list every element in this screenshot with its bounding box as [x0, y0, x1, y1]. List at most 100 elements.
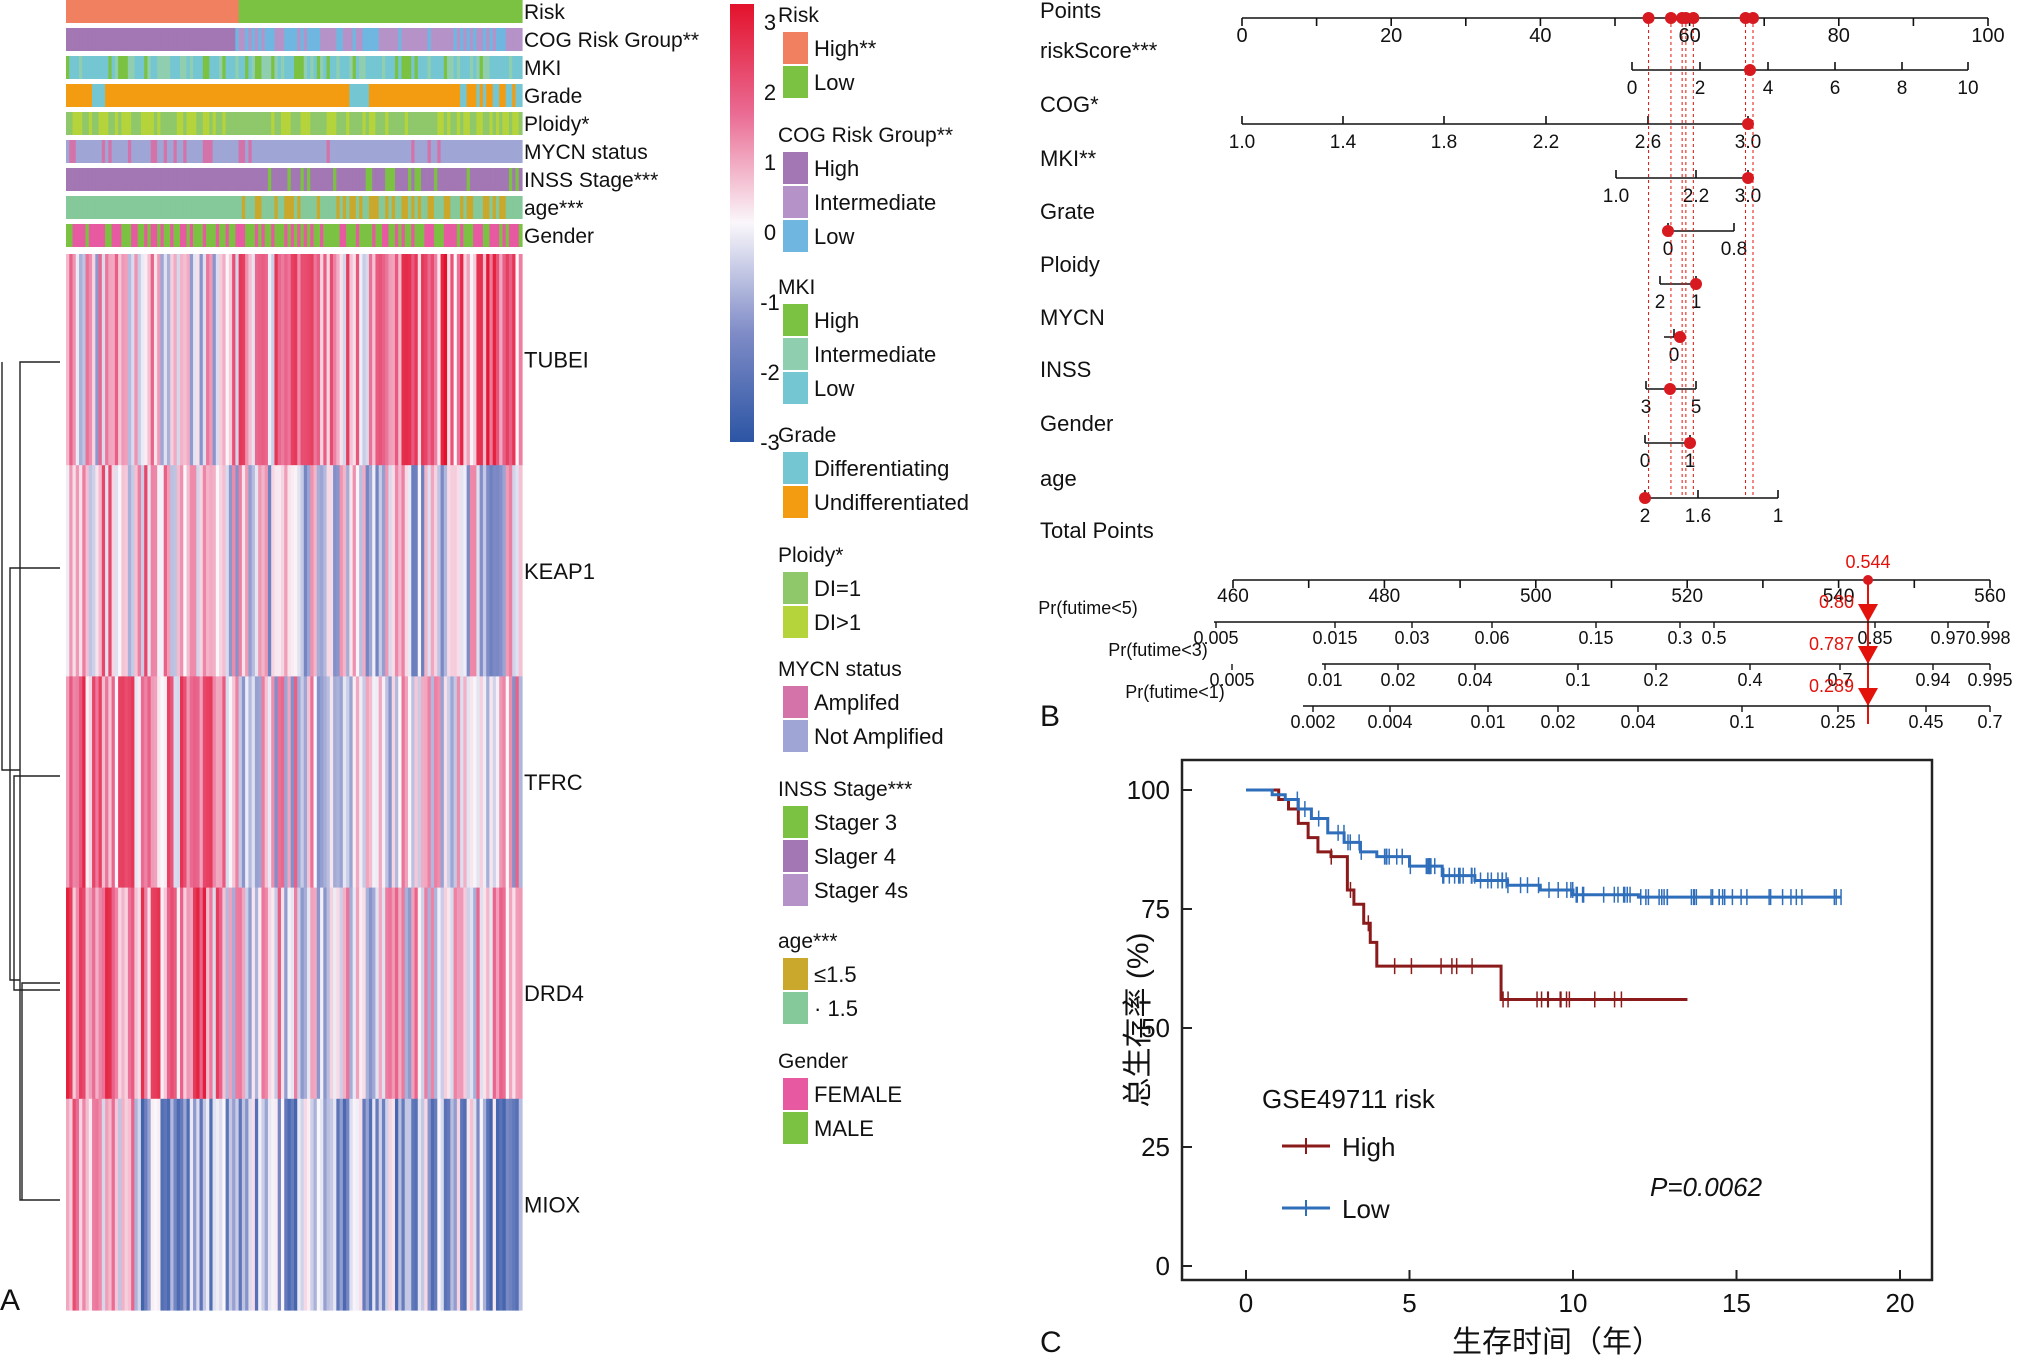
- track-cell: [199, 0, 204, 23]
- track-cell: [359, 196, 363, 219]
- heatmap-cell: [469, 887, 474, 1100]
- track-cell: [401, 112, 406, 135]
- track-cell: [108, 56, 113, 79]
- heatmap-cell: [508, 254, 513, 466]
- km-xtick-label: 10: [1559, 1288, 1588, 1318]
- track-cell: [225, 196, 230, 219]
- heatmap-cell: [180, 465, 184, 677]
- heatmap-cell: [502, 887, 507, 1100]
- track-cell: [411, 56, 416, 79]
- heatmap-cell: [349, 887, 354, 1100]
- heatmap-cell: [375, 1098, 380, 1311]
- track-cell: [111, 224, 116, 247]
- heatmap-cell: [460, 1098, 464, 1311]
- track-cell: [424, 224, 429, 247]
- track-cell: [238, 56, 243, 79]
- heatmap-cell: [329, 254, 334, 466]
- track-cell: [160, 196, 165, 219]
- heatmap-cell: [186, 254, 191, 466]
- heatmap-cell: [482, 254, 487, 466]
- track-cell: [473, 168, 477, 191]
- track-cell: [329, 56, 334, 79]
- survival-tick-label: 0.004: [1367, 712, 1412, 732]
- variable-marker: [1674, 331, 1686, 343]
- track-cell: [127, 0, 132, 23]
- heatmap-cell: [323, 465, 328, 677]
- track-cell: [189, 84, 194, 107]
- track-cell: [307, 196, 311, 219]
- heatmap-cell: [114, 1098, 119, 1311]
- heatmap-cell: [447, 887, 451, 1100]
- track-cell: [320, 140, 324, 163]
- track-cell: [238, 140, 243, 163]
- track-cell: [209, 84, 214, 107]
- track-cell: [140, 224, 145, 247]
- track-cell: [72, 140, 77, 163]
- track-cell: [421, 56, 425, 79]
- track-cell: [137, 196, 142, 219]
- total-points-value: 0.544: [1845, 552, 1890, 572]
- heatmap-cell: [316, 254, 321, 466]
- gene-dendrogram: [1, 361, 60, 1201]
- track-cell: [241, 140, 246, 163]
- heatmap-cell: [134, 465, 139, 677]
- heatmap-cell: [153, 887, 158, 1100]
- track-cell: [235, 84, 240, 107]
- track-cell: [290, 0, 295, 23]
- track-cell: [473, 196, 477, 219]
- track-cell: [427, 224, 432, 247]
- track-cell: [342, 112, 347, 135]
- track-cell: [489, 224, 494, 247]
- track-cell: [401, 224, 406, 247]
- track-label: Gender: [524, 225, 594, 248]
- heatmap-cell: [150, 676, 155, 889]
- track-cell: [460, 28, 464, 51]
- track-cell: [469, 0, 474, 23]
- heatmap-cell: [437, 1098, 442, 1311]
- track-cell: [157, 196, 162, 219]
- heatmap-cell: [437, 887, 442, 1100]
- heatmap-cell: [228, 465, 233, 677]
- variable-tick-label: 1.0: [1603, 186, 1629, 207]
- heatmap-cell: [323, 1098, 328, 1311]
- track-cell: [114, 28, 119, 51]
- heatmap-cell: [456, 465, 461, 677]
- track-cell: [267, 168, 272, 191]
- heatmap-cell: [518, 887, 523, 1100]
- heatmap-cell: [486, 465, 491, 677]
- heatmap-cell: [176, 1098, 181, 1311]
- heatmap-cell: [352, 465, 357, 677]
- track-cell: [72, 224, 77, 247]
- track-cell: [101, 224, 106, 247]
- nomogram-guide-lines: [1648, 18, 1754, 498]
- heatmap-cell: [258, 465, 263, 677]
- heatmap-cell: [508, 1098, 513, 1311]
- heatmap-cell: [124, 676, 129, 889]
- heatmap-cell: [193, 254, 197, 466]
- track-cell: [118, 168, 122, 191]
- track-cell: [372, 0, 377, 23]
- km-curves: [1246, 788, 1842, 1008]
- track-cell: [323, 112, 328, 135]
- heatmap-cell: [375, 676, 380, 889]
- heatmap-cell: [333, 887, 337, 1100]
- track-cell: [394, 112, 399, 135]
- heatmap-cell: [482, 887, 487, 1100]
- track-cell: [398, 28, 403, 51]
- track-cell: [355, 112, 360, 135]
- track-cell: [346, 56, 350, 79]
- track-cell: [473, 84, 477, 107]
- heatmap-cell: [486, 254, 491, 466]
- track-cell: [385, 112, 390, 135]
- track-cell: [404, 196, 409, 219]
- heatmap-cell: [222, 887, 227, 1100]
- survival-tick-label: 0.15: [1578, 628, 1613, 648]
- track-cell: [264, 112, 269, 135]
- heatmap-cell: [313, 254, 318, 466]
- track-cell: [238, 112, 243, 135]
- legend-item-label: Stager 3: [814, 810, 897, 835]
- legend-item-label: ≤1.5: [814, 962, 857, 987]
- heatmap-cell: [199, 254, 204, 466]
- heatmap-cell: [235, 254, 240, 466]
